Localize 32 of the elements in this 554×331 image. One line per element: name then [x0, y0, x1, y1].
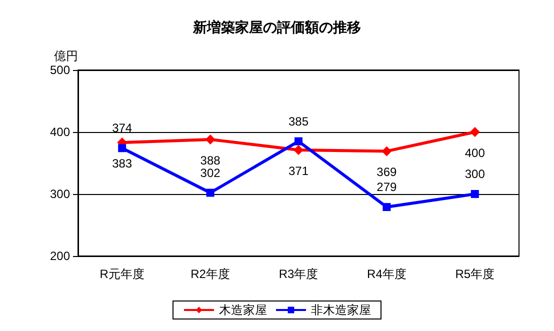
- point: [206, 188, 214, 197]
- data-label: 371: [288, 164, 309, 178]
- point: [382, 203, 391, 212]
- x-tick-label: R3年度: [278, 267, 318, 281]
- x-tick-label: R2年度: [190, 267, 230, 281]
- x-tick-label: R元年度: [100, 267, 144, 281]
- point: [118, 144, 126, 152]
- x-tick-label: R5年度: [455, 267, 495, 281]
- point: [294, 144, 304, 155]
- data-label: 385: [288, 114, 309, 128]
- y-tick-label: 200: [50, 249, 70, 263]
- legend-label: 木造家屋: [219, 303, 267, 317]
- y-tick-label: 300: [50, 187, 70, 201]
- point: [382, 146, 392, 156]
- point: [470, 190, 479, 198]
- y-tick-label: 500: [50, 63, 70, 77]
- data-label: 369: [376, 165, 398, 180]
- y-axis-title: 億円: [54, 49, 78, 63]
- data-label: 374: [112, 121, 132, 136]
- data-label: 383: [112, 156, 132, 171]
- data-label: 300: [464, 167, 486, 181]
- point: [294, 137, 302, 146]
- chart-title: 新増築家屋の評価額の推移: [192, 19, 361, 36]
- legend-label: 非木造家屋: [311, 303, 371, 317]
- data-label: 388: [200, 153, 221, 168]
- data-label: 279: [376, 180, 398, 194]
- data-label: 302: [200, 166, 221, 180]
- data-label: 400: [464, 146, 486, 160]
- point: [205, 134, 216, 144]
- x-tick-label: R4年度: [367, 267, 406, 281]
- y-tick-label: 400: [50, 125, 70, 139]
- point: [470, 127, 480, 137]
